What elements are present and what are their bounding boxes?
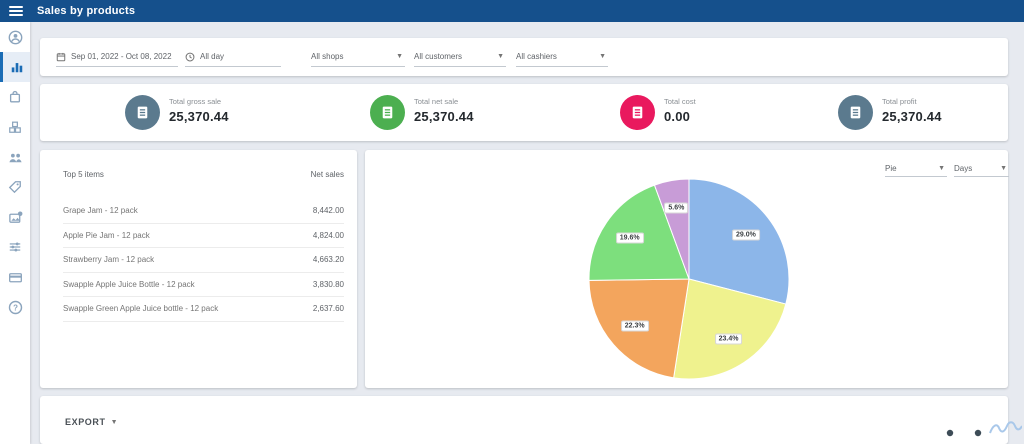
top-items-title: Top 5 items xyxy=(63,170,104,179)
customers-select-value: All customers xyxy=(414,52,462,61)
period-select[interactable]: Days ▼ xyxy=(954,160,1009,177)
sidebar-item-customers[interactable] xyxy=(0,172,30,202)
shops-select-value: All shops xyxy=(311,52,343,61)
pie-slice-label: 5.6% xyxy=(664,203,688,214)
document-icon xyxy=(370,95,405,130)
top-items-table: Grape Jam - 12 pack 8,442.00 Apple Pie Ja… xyxy=(63,199,344,322)
sidebar-item-integrations[interactable] xyxy=(0,202,30,232)
top-items-panel: Top 5 items Net sales Grape Jam - 12 pac… xyxy=(40,150,357,388)
sidebar-item-help[interactable]: ? xyxy=(0,292,30,322)
pie-chart[interactable]: 29.0% 23.4% 22.3% 19.6% 5.6% xyxy=(587,177,791,381)
sidebar-item-reports[interactable] xyxy=(0,52,30,82)
page-title: Sales by products xyxy=(37,5,135,17)
calendar-icon xyxy=(56,52,66,62)
stat-value: 25,370.44 xyxy=(414,109,474,124)
items-icon xyxy=(8,90,22,104)
cashiers-select-value: All cashiers xyxy=(516,52,557,61)
watermark xyxy=(932,417,1022,444)
pie-slice-label: 29.0% xyxy=(732,229,760,240)
pie-slice-label: 22.3% xyxy=(621,321,649,332)
item-net-sales: 4,824.00 xyxy=(313,231,344,240)
stat-total-profit: Total profit 25,370.44 xyxy=(838,95,942,130)
pie-slice-label: 19.6% xyxy=(616,233,644,244)
chevron-down-icon: ▼ xyxy=(599,53,606,60)
stat-label: Total cost xyxy=(664,97,696,106)
date-range-picker[interactable]: Sep 01, 2022 - Oct 08, 2022 xyxy=(56,47,178,67)
document-icon xyxy=(838,95,873,130)
stat-total-gross-sale: Total gross sale 25,370.44 xyxy=(125,95,229,130)
filter-bar: Sep 01, 2022 - Oct 08, 2022 All day All … xyxy=(40,38,1008,76)
stat-value: 0.00 xyxy=(664,109,696,124)
pie-slice-label: 23.4% xyxy=(715,334,743,345)
sidebar-item-employees[interactable] xyxy=(0,142,30,172)
chart-panel: Pie ▼ Days ▼ 29.0% 23.4% 22.3% 19.6% 5.6% xyxy=(365,150,1008,388)
integrations-icon xyxy=(8,210,23,225)
table-row[interactable]: Swapple Green Apple Juice bottle - 12 pa… xyxy=(63,297,344,322)
stat-total-net-sale: Total net sale 25,370.44 xyxy=(370,95,474,130)
customers-select[interactable]: All customers ▼ xyxy=(414,47,506,67)
time-filter[interactable]: All day xyxy=(185,47,281,67)
sidebar-item-account[interactable] xyxy=(0,22,30,52)
table-row[interactable]: Strawberry Jam - 12 pack 4,663.20 xyxy=(63,248,344,273)
chart-type-value: Pie xyxy=(885,164,897,173)
svg-text:?: ? xyxy=(13,303,18,312)
item-net-sales: 4,663.20 xyxy=(313,255,344,264)
sidebar-item-items[interactable] xyxy=(0,82,30,112)
date-range-value: Sep 01, 2022 - Oct 08, 2022 xyxy=(71,52,172,61)
chevron-down-icon: ▼ xyxy=(938,165,945,172)
export-button-label: EXPORT xyxy=(65,417,106,427)
item-name: Swapple Green Apple Juice bottle - 12 pa… xyxy=(63,304,218,313)
chevron-down-icon: ▼ xyxy=(111,419,119,426)
stats-summary: Total gross sale 25,370.44 Total net sale… xyxy=(40,84,1008,141)
item-net-sales: 3,830.80 xyxy=(313,280,344,289)
sidebar-item-inventory[interactable] xyxy=(0,112,30,142)
stat-label: Total gross sale xyxy=(169,97,229,106)
table-row[interactable]: Apple Pie Jam - 12 pack 4,824.00 xyxy=(63,224,344,249)
customers-icon xyxy=(8,180,22,194)
item-net-sales: 8,442.00 xyxy=(313,206,344,215)
item-name: Grape Jam - 12 pack xyxy=(63,206,138,215)
clock-icon xyxy=(185,52,195,62)
reports-icon xyxy=(10,60,24,74)
export-button[interactable]: EXPORT ▼ xyxy=(65,417,118,427)
sidebar: ? xyxy=(0,22,30,444)
menu-icon[interactable] xyxy=(9,6,23,16)
chevron-down-icon: ▼ xyxy=(1000,165,1007,172)
document-icon xyxy=(620,95,655,130)
shops-select[interactable]: All shops ▼ xyxy=(311,47,405,67)
item-name: Apple Pie Jam - 12 pack xyxy=(63,231,150,240)
help-icon: ? xyxy=(8,300,23,315)
table-row[interactable]: Grape Jam - 12 pack 8,442.00 xyxy=(63,199,344,224)
app-bar: Sales by products xyxy=(0,0,1024,22)
document-icon xyxy=(125,95,160,130)
stat-label: Total net sale xyxy=(414,97,474,106)
employees-icon xyxy=(8,150,23,165)
time-filter-value: All day xyxy=(200,52,224,61)
sidebar-item-settings[interactable] xyxy=(0,232,30,262)
sidebar-item-billing[interactable] xyxy=(0,262,30,292)
account-icon xyxy=(8,30,23,45)
stat-label: Total profit xyxy=(882,97,942,106)
stat-value: 25,370.44 xyxy=(882,109,942,124)
chart-type-select[interactable]: Pie ▼ xyxy=(885,160,947,177)
item-name: Strawberry Jam - 12 pack xyxy=(63,255,154,264)
settings-icon xyxy=(8,240,22,254)
period-value: Days xyxy=(954,164,972,173)
billing-icon xyxy=(8,270,23,285)
chevron-down-icon: ▼ xyxy=(497,53,504,60)
table-row[interactable]: Swapple Apple Juice Bottle - 12 pack 3,83… xyxy=(63,273,344,298)
sales-dashboard: Sales by products ? xyxy=(0,0,1024,444)
stat-value: 25,370.44 xyxy=(169,109,229,124)
export-panel: EXPORT ▼ xyxy=(40,396,1008,444)
item-net-sales: 2,637.60 xyxy=(313,304,344,313)
inventory-icon xyxy=(8,120,22,134)
net-sales-column-header: Net sales xyxy=(311,170,344,179)
stat-total-cost: Total cost 0.00 xyxy=(620,95,696,130)
chevron-down-icon: ▼ xyxy=(396,53,403,60)
item-name: Swapple Apple Juice Bottle - 12 pack xyxy=(63,280,195,289)
cashiers-select[interactable]: All cashiers ▼ xyxy=(516,47,608,67)
